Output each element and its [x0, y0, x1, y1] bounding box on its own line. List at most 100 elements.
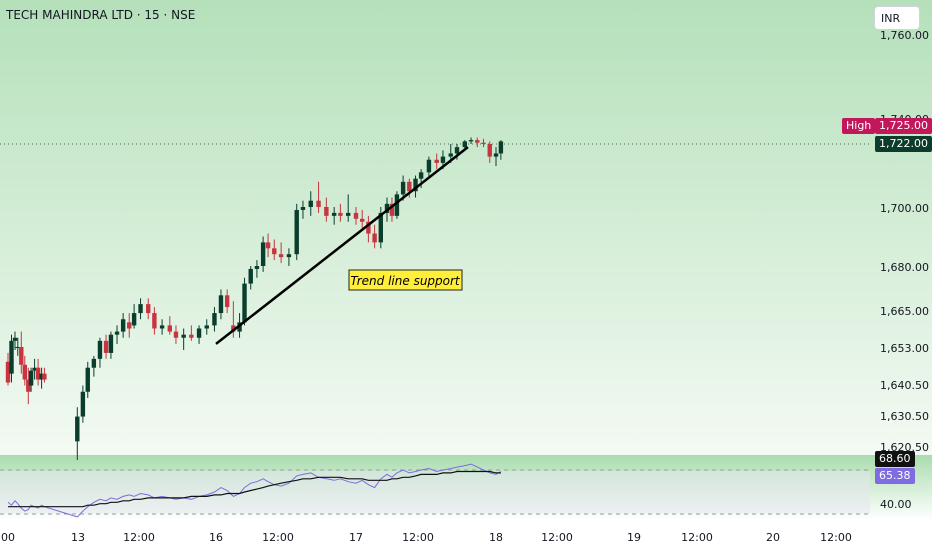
candle-body [413, 178, 418, 192]
candle-body [454, 147, 460, 154]
candle-body [231, 325, 236, 332]
candle-body [308, 200, 313, 207]
annotation-box: Trend line support [348, 269, 463, 291]
candle-body [127, 322, 132, 329]
candle-body [389, 203, 395, 216]
candle-body [159, 325, 165, 329]
candles-group [5, 137, 504, 460]
price-tick-label: 1,620.50 [880, 441, 929, 454]
candle-body [440, 156, 446, 163]
candle-body [103, 340, 109, 353]
time-tick-label: 12:00 [402, 531, 434, 544]
annotation-text: Trend line support [350, 274, 461, 288]
candle-body [462, 141, 467, 148]
candle-body [131, 313, 137, 326]
candle-body [28, 370, 34, 386]
candle-body [331, 212, 337, 216]
currency-button[interactable]: INR [874, 6, 920, 30]
price-tick-label: 1,630.50 [880, 410, 929, 423]
symbol-title[interactable]: TECH MAHINDRA LTD · 15 · NSE [6, 8, 196, 22]
chart-background [0, 0, 932, 455]
candle-body [196, 328, 202, 338]
candle-body [378, 212, 383, 243]
time-tick-label: 17 [349, 531, 363, 544]
candle-body [434, 159, 439, 163]
candle-body [26, 379, 31, 392]
candle-body [316, 200, 321, 207]
candle-body [91, 358, 97, 368]
time-axis: 00 13 12:00 16 12:00 17 12:00 18 12:00 19 12:00 20 1… [1, 531, 852, 544]
candle-body [426, 159, 432, 173]
candle-body [468, 140, 474, 142]
candle-body [5, 361, 11, 383]
candle-body [80, 391, 86, 417]
candle-body [108, 334, 114, 353]
candle-body [372, 233, 377, 243]
time-tick-label: 12:00 [820, 531, 852, 544]
time-tick-label: 13 [71, 531, 85, 544]
candle-body [360, 218, 365, 222]
candle-body [39, 373, 44, 380]
candle-body [248, 268, 253, 284]
candle-body [212, 313, 217, 326]
candle-body [418, 172, 424, 179]
candle-body [19, 347, 24, 365]
high-label-tag: High [842, 118, 876, 134]
time-tick-label: 20 [766, 531, 780, 544]
rsi-tick-label: 40.00 [880, 498, 912, 511]
candle-body [481, 142, 486, 144]
rsi-value-tag: 65.38 [875, 468, 915, 484]
candle-body [300, 207, 306, 210]
time-tick-label: 00 [1, 531, 15, 544]
candle-body [493, 153, 499, 157]
candle-body [35, 367, 41, 380]
candle-body [12, 337, 18, 341]
candle-body [120, 319, 126, 332]
candle-body [85, 367, 90, 392]
rsi-band [0, 471, 870, 514]
candle-body [181, 334, 186, 338]
candle-body [138, 304, 143, 314]
candle-body [42, 373, 47, 380]
candle-body [114, 331, 120, 335]
time-tick-label: 18 [489, 531, 503, 544]
candle-body [384, 203, 390, 213]
time-tick-label: 12:00 [262, 531, 294, 544]
price-tick-label: 1,665.00 [880, 305, 929, 318]
price-tick-label: 1,760.00 [880, 29, 929, 42]
rsi-ma-tag: 68.60 [875, 451, 915, 467]
candle-body [294, 209, 299, 255]
candle-body [475, 140, 480, 143]
candle-body [173, 331, 179, 338]
candle-body [265, 242, 271, 249]
price-tick-label: 1,653.00 [880, 342, 929, 355]
candle-body [487, 144, 492, 157]
candle-body [204, 325, 209, 329]
last-price-tag: 1,722.00 [875, 136, 932, 152]
price-tick-label: 1,640.50 [880, 379, 929, 392]
candle-body [498, 141, 504, 154]
time-tick-label: 16 [209, 531, 223, 544]
candle-body [146, 304, 151, 314]
candle-body [353, 212, 359, 219]
price-tick-label: 1,700.00 [880, 202, 929, 215]
time-tick-label: 12:00 [123, 531, 155, 544]
candle-body [346, 212, 351, 216]
candle-body [400, 181, 406, 195]
candle-body [448, 153, 453, 157]
time-tick-label: 12:00 [681, 531, 713, 544]
rsi-ma-line [8, 470, 501, 508]
candle-body [254, 266, 260, 269]
time-axis-background [0, 520, 932, 550]
candle-body [242, 283, 247, 323]
candle-body [366, 221, 371, 234]
candle-body [407, 181, 412, 192]
time-tick-label: 19 [627, 531, 641, 544]
candle-body [189, 334, 194, 338]
time-tick-label: 12:00 [541, 531, 573, 544]
candle-body [286, 254, 292, 258]
candle-body [338, 212, 343, 216]
candle-body [218, 295, 224, 314]
candle-body [152, 313, 157, 329]
